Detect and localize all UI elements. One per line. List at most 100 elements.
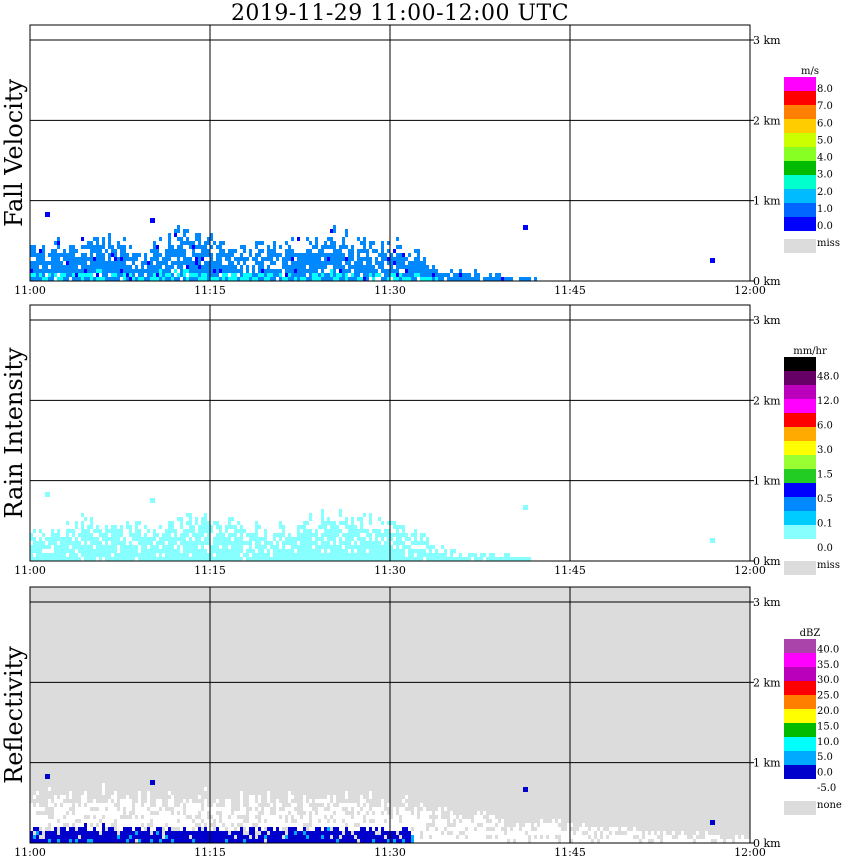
- echo-cell: [405, 265, 408, 269]
- echo-cell: [198, 277, 201, 281]
- echo-cell: [180, 533, 183, 537]
- echo-cell: [36, 839, 39, 843]
- echo-cell: [357, 545, 360, 549]
- echo-cell: [204, 839, 207, 843]
- echo-cell: [357, 257, 360, 261]
- echo-cell: [390, 835, 393, 839]
- echo-cell: [108, 823, 111, 827]
- echo-cell: [321, 509, 324, 513]
- echo-cell: [363, 831, 366, 835]
- echo-cell: [333, 249, 336, 253]
- echo-cell: [42, 823, 45, 827]
- echo-cell: [504, 553, 507, 557]
- echo-cell: [81, 257, 84, 261]
- echo-cell: [225, 253, 228, 257]
- echo-cell: [228, 839, 231, 843]
- echo-cell: [183, 257, 186, 261]
- echo-cell: [318, 265, 321, 269]
- echo-cell: [417, 269, 420, 273]
- echo-cell: [327, 541, 330, 545]
- echo-cell: [186, 823, 189, 827]
- colorbar-label: 2.0: [817, 187, 833, 198]
- echo-cell: [105, 261, 108, 265]
- echo-cell: [315, 815, 318, 819]
- echo-cell: [513, 831, 516, 835]
- echo-cell: [75, 261, 78, 265]
- echo-cell: [411, 541, 414, 545]
- echo-cell: [255, 277, 258, 281]
- echo-cell: [108, 261, 111, 265]
- echo-cell: [369, 541, 372, 545]
- echo-cell: [93, 237, 96, 241]
- echo-cell: [369, 791, 372, 795]
- echo-cell: [282, 533, 285, 537]
- echo-cell: [207, 249, 210, 253]
- echo-cell: [252, 795, 255, 799]
- echo-cell: [357, 265, 360, 269]
- echo-cell: [159, 265, 162, 269]
- echo-cell: [48, 277, 51, 281]
- echo-cell: [321, 533, 324, 537]
- echo-cell: [138, 815, 141, 819]
- echo-cell: [204, 265, 207, 269]
- echo-cell: [282, 557, 285, 561]
- echo-cell: [294, 811, 297, 815]
- echo-cell: [171, 839, 174, 843]
- echo-cell: [204, 557, 207, 561]
- echo-cell: [414, 549, 417, 553]
- echo-cell: [51, 257, 54, 261]
- echo-cell: [330, 521, 333, 525]
- echo-cell: [108, 269, 111, 273]
- echo-cell: [120, 823, 123, 827]
- echo-cell: [207, 823, 210, 827]
- echo-cell: [84, 791, 87, 795]
- echo-cell: [438, 819, 441, 823]
- echo-cell: [381, 545, 384, 549]
- echo-cell: [264, 273, 267, 277]
- echo-cell: [384, 257, 387, 261]
- echo-cell: [279, 277, 282, 281]
- echo-cell: [96, 249, 99, 253]
- echo-cell: [63, 811, 66, 815]
- echo-cell: [57, 799, 60, 803]
- echo-cell: [192, 249, 195, 253]
- echo-cell: [369, 811, 372, 815]
- echo-cell: [138, 533, 141, 537]
- echo-cell: [168, 249, 171, 253]
- echo-cell: [114, 811, 117, 815]
- echo-cell: [114, 277, 117, 281]
- echo-cell: [30, 549, 33, 553]
- echo-cell: [543, 831, 546, 835]
- echo-cell: [294, 831, 297, 835]
- echo-cell: [552, 835, 555, 839]
- echo-cell: [195, 265, 198, 269]
- echo-cell: [225, 803, 228, 807]
- echo-cell: [372, 557, 375, 561]
- echo-cell: [60, 835, 63, 839]
- echo-cell: [195, 233, 198, 237]
- echo-cell: [69, 803, 72, 807]
- echo-cell: [60, 557, 63, 561]
- echo-cell: [318, 257, 321, 261]
- echo-cell: [336, 557, 339, 561]
- echo-cell: [369, 517, 372, 521]
- echo-cell: [312, 273, 315, 277]
- echo-cell: [366, 835, 369, 839]
- echo-cell: [252, 835, 255, 839]
- echo-cell: [63, 803, 66, 807]
- echo-cell: [168, 541, 171, 545]
- echo-cell: [228, 253, 231, 257]
- echo-cell: [582, 823, 585, 827]
- echo-cell: [96, 839, 99, 843]
- echo-cell: [129, 553, 132, 557]
- echo-cell: [120, 799, 123, 803]
- echo-cell: [96, 549, 99, 553]
- echo-cell: [84, 537, 87, 541]
- echo-cell: [219, 549, 222, 553]
- echo-cell: [108, 839, 111, 843]
- echo-cell: [63, 839, 66, 843]
- echo-cell: [507, 557, 510, 561]
- echo-cell: [99, 249, 102, 253]
- echo-cell: [285, 269, 288, 273]
- echo-cell: [387, 529, 390, 533]
